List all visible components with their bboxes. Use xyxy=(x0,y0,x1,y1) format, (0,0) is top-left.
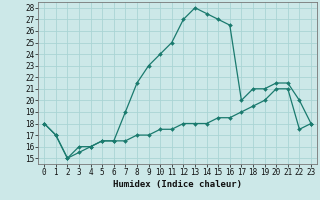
X-axis label: Humidex (Indice chaleur): Humidex (Indice chaleur) xyxy=(113,180,242,189)
